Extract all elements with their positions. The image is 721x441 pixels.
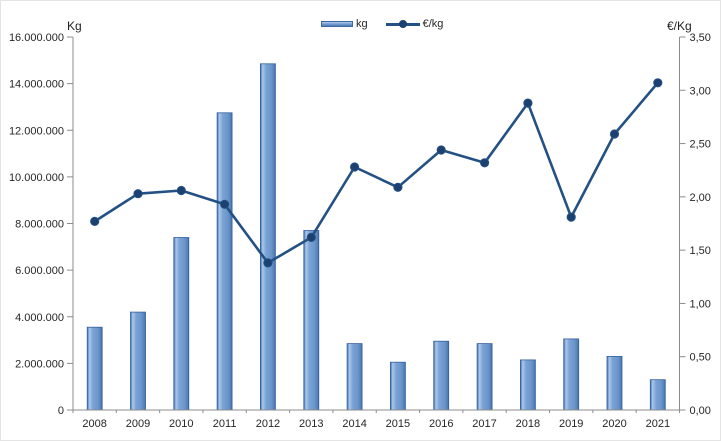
line-point-2017: [480, 158, 490, 168]
line-series-swatch: [385, 20, 420, 28]
legend-label-eur-per-kg: €/kg: [422, 18, 444, 30]
x-tick-label-2014: 2014: [342, 418, 366, 430]
x-tick-label-2021: 2021: [646, 418, 670, 430]
x-tick-label-2017: 2017: [472, 418, 496, 430]
bar-2014: [346, 343, 363, 411]
line-point-2012: [263, 258, 273, 268]
bar-2015: [389, 361, 406, 411]
bar-2021: [649, 379, 666, 411]
bar-2020: [606, 355, 623, 411]
right-tick-label: 2,50: [690, 139, 711, 151]
line-point-2010: [176, 185, 186, 196]
x-tick-label-2016: 2016: [429, 418, 453, 430]
left-tick-label: 4.000.000: [15, 312, 64, 324]
line-point-2021: [653, 78, 663, 88]
left-tick-label: 2.000.000: [15, 358, 64, 370]
bar-2018: [520, 359, 536, 411]
x-tick-label-2013: 2013: [299, 418, 323, 430]
left-axis-title: Kg: [67, 19, 82, 33]
chart-legend: kg €/kg: [321, 18, 443, 30]
bar-2017: [476, 343, 493, 411]
right-tick-label: 1,00: [690, 298, 711, 310]
x-tick-label-2011: 2011: [213, 418, 237, 430]
bar-2011: [216, 112, 233, 411]
x-tick-label-2020: 2020: [602, 418, 626, 430]
left-tick-label: 0: [58, 405, 64, 417]
bar-series-kg: [86, 63, 666, 411]
line-point-2013: [306, 232, 316, 242]
legend-item-eur-per-kg: €/kg: [385, 18, 444, 30]
right-tick-label: 0,50: [690, 352, 711, 364]
right-tick-label: 1,50: [690, 245, 711, 257]
x-tick-label-2018: 2018: [516, 418, 540, 430]
right-tick-label: 0,00: [690, 405, 711, 417]
left-tick-label: 10.000.000: [9, 172, 64, 184]
line-point-2009: [133, 189, 143, 199]
line-point-2018: [523, 98, 533, 108]
line-point-2020: [609, 129, 620, 139]
x-tick-label-2010: 2010: [169, 418, 193, 430]
bar-2019: [563, 338, 580, 411]
line-point-2019: [566, 212, 576, 222]
line-point-2014: [350, 162, 360, 172]
left-tick-label: 6.000.000: [15, 265, 64, 277]
bar-2010: [173, 237, 190, 411]
line-marker-icon: [398, 20, 407, 28]
x-tick-label-2015: 2015: [386, 418, 410, 430]
left-tick-label: 12.000.000: [9, 125, 64, 137]
line-point-2008: [90, 216, 100, 226]
bar-2013: [303, 230, 320, 411]
x-tick-label-2008: 2008: [82, 418, 106, 430]
right-tick-label: 3,50: [690, 32, 711, 44]
x-tick-label-2019: 2019: [559, 418, 583, 430]
line-point-2015: [393, 182, 403, 192]
bar-2016: [433, 340, 450, 411]
line-point-2016: [436, 145, 446, 155]
bar-2009: [130, 311, 146, 411]
x-tick-label-2012: 2012: [256, 418, 280, 430]
bar-2008: [86, 326, 103, 411]
bar-2012: [259, 63, 276, 411]
right-tick-label: 3,00: [690, 85, 711, 97]
left-tick-label: 8.000.000: [15, 219, 64, 231]
line-point-2011: [220, 199, 230, 209]
bar-series-swatch: [321, 21, 353, 27]
left-tick-label: 16.000.000: [9, 32, 64, 44]
line-series-eur-per-kg: [90, 78, 663, 268]
left-tick-label: 14.000.000: [9, 79, 64, 91]
x-tick-label-2009: 2009: [126, 418, 150, 430]
axes: 16.000.000 14.000.000 12.000.000 10.000.000…: [9, 32, 711, 430]
right-tick-label: 2,00: [690, 192, 711, 204]
right-axis-title: €/Kg: [667, 19, 692, 33]
legend-label-kg: kg: [356, 18, 368, 30]
legend-item-kg: kg: [321, 18, 368, 30]
